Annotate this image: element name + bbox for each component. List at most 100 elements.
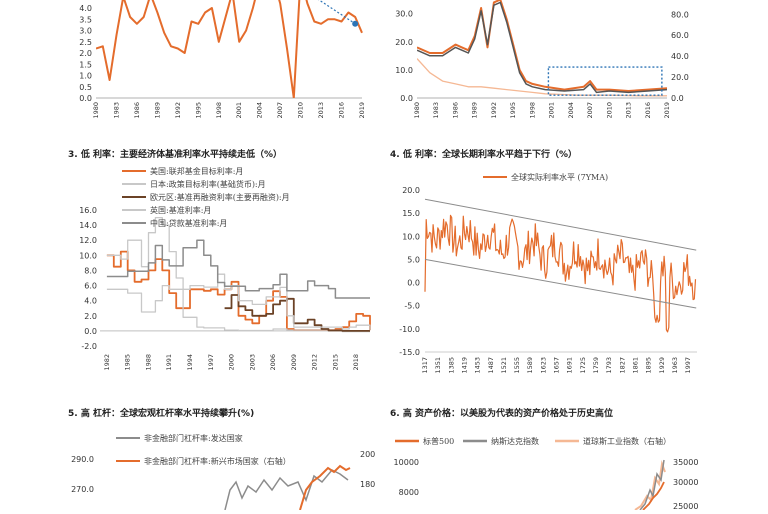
chart-2-xtick-5: 1995 <box>509 102 517 119</box>
chart-5-ytick-0: 290.0 <box>71 455 94 464</box>
chart-3-xtick-10: 2012 <box>311 354 319 371</box>
chart-1-ytick-1: 0.5 <box>79 83 92 92</box>
chart-3-xtick-0: 1982 <box>103 354 111 371</box>
chart-4-ytick-7: 20.0 <box>402 186 420 195</box>
chart-3-xtick-9: 2009 <box>290 354 298 371</box>
chart-4-ytick-3: 0.0 <box>407 279 420 288</box>
chart-1-xtick-7: 2001 <box>235 102 243 119</box>
chart-4-xtick-8: 1589 <box>526 357 534 374</box>
chart-3-ytick-8: 14.0 <box>79 221 97 230</box>
chart-2-series-line-0 <box>417 0 667 92</box>
chart-4-ytick-5: 10.0 <box>402 232 420 241</box>
chart-1-xtick-5: 1995 <box>194 102 202 119</box>
chart-1-xtick-10: 2010 <box>297 102 305 119</box>
chart-4-lower-bound-line <box>424 258 697 309</box>
chart-3-title: 3. 低 利率：主要经济体基准利率水平持续走低（%） <box>68 150 282 160</box>
chart-4: -15.0 -10.0 -5.0 0.0 5.0 10.0 15.0 20.0 1317 1351… <box>399 172 697 374</box>
chart-6-y2tick-2: 25000 <box>673 502 698 510</box>
chart-2-series-line-1 <box>417 1 667 94</box>
chart-3-xtick-6: 2000 <box>228 354 236 371</box>
chart-4-series-line <box>424 214 697 333</box>
chart-6-legend-label-2: 道琼斯工业指数（右轴） <box>583 436 671 446</box>
chart-1-ytick-0: 0.0 <box>79 94 92 103</box>
chart-4-upper-bound-line <box>424 198 697 251</box>
chart-4-xtick-16: 1861 <box>631 357 639 374</box>
chart-3-ytick-2: 2.0 <box>84 312 97 321</box>
chart-3-series-line-2 <box>224 294 370 332</box>
chart-3-ytick-9: 16.0 <box>79 206 97 215</box>
chart-1-xtick-3: 1989 <box>153 102 161 119</box>
chart-3-legend-label-1: 日本:政策目标利率(基础货币):月 <box>150 179 266 189</box>
chart-5-series-line-0 <box>224 469 349 511</box>
chart-3-ytick-4: 6.0 <box>84 282 97 291</box>
chart-2-xtick-0: 1980 <box>413 102 421 119</box>
chart-4-xtick-19: 1963 <box>671 357 679 374</box>
chart-6-ytick-1: 8000 <box>399 488 419 497</box>
chart-1-xtick-6: 1998 <box>215 102 223 119</box>
chart-4-xtick-10: 1657 <box>553 357 561 374</box>
chart-1-xtick-1: 1983 <box>112 102 120 119</box>
chart-1-series-line <box>96 0 363 98</box>
chart-3-xtick-12: 2018 <box>352 354 360 371</box>
chart-2-xtick-3: 1989 <box>471 102 479 119</box>
chart-3-xtick-4: 1994 <box>186 354 194 371</box>
chart-2-ytick-0: 0.0 <box>400 94 413 103</box>
chart-4-xtick-17: 1895 <box>645 357 653 374</box>
chart-6-legend-label-0: 标普500 <box>423 436 454 446</box>
chart-4-ytick-4: 5.0 <box>407 255 420 264</box>
chart-1-xtick-8: 2004 <box>256 102 264 119</box>
panel-5: 290.0 270.0 200 180 非金融部门杠杆率:发达国家 非金融部门杠杆率:新兴… <box>70 420 380 511</box>
chart-6-legend-label-1: 纳斯达克指数 <box>491 436 539 446</box>
chart-1-xtick-12: 2016 <box>338 102 346 119</box>
chart-5-y2tick-1: 180 <box>360 480 375 489</box>
chart-1-xtick-11: 2013 <box>317 102 325 119</box>
chart-6-series-line-2 <box>634 460 666 511</box>
chart-4-xtick-14: 1793 <box>605 357 613 374</box>
chart-2-xtick-2: 1986 <box>451 102 459 119</box>
chart-3-legend-label-2: 欧元区:基准再融资利率(主要再融资):月 <box>150 192 290 202</box>
chart-5: 290.0 270.0 200 180 非金融部门杠杆率:发达国家非金融部门杠杆率:新兴… <box>71 433 375 511</box>
chart-4-xtick-5: 1487 <box>487 357 495 374</box>
chart-3-ytick-7: 12.0 <box>79 236 97 245</box>
chart-4-xtick-1: 1351 <box>434 357 442 374</box>
chart-2-y2tick-3: 60.0 <box>671 31 689 40</box>
chart-4-xtick-4: 1453 <box>474 357 482 374</box>
chart-4-ytick-1: -10.0 <box>399 325 420 334</box>
chart-4-ytick-2: -5.0 <box>404 302 420 311</box>
chart-3-legend-label-4: 中国:贷款基准利率:月 <box>150 218 227 228</box>
chart-1-ytick-8: 4.0 <box>79 4 92 13</box>
chart-3-ytick-5: 8.0 <box>84 266 97 275</box>
chart-4-xtick-2: 1385 <box>447 357 455 374</box>
panel-6: 10000 8000 35000 30000 25000 标普500 纳斯达克指数 道琼斯工业… <box>385 420 705 511</box>
chart-3-xtick-5: 1997 <box>207 354 215 371</box>
chart-2-xtick-9: 2007 <box>586 102 594 119</box>
chart-2-y2tick-2: 40.0 <box>671 52 689 61</box>
chart-2-ytick-1: 10.0 <box>395 66 413 75</box>
chart-2-y2tick-0: 0.0 <box>671 94 684 103</box>
chart-4-ytick-0: -15.0 <box>399 348 420 357</box>
chart-6-y2tick-0: 35000 <box>673 458 698 467</box>
chart-1-ytick-5: 2.5 <box>79 38 92 47</box>
chart-2-xtick-1: 1983 <box>432 102 440 119</box>
chart-5-title: 5. 高 杠杆：全球宏观杠杆率水平持续攀升(%) <box>68 409 255 419</box>
chart-3-xtick-11: 2015 <box>331 354 339 371</box>
chart-5-series-line-1 <box>299 464 351 511</box>
chart-3-xtick-2: 1988 <box>144 354 152 371</box>
chart-3-ytick-1: 0.0 <box>84 327 97 336</box>
chart-3-xtick-7: 2003 <box>248 354 256 371</box>
chart-4-xtick-9: 1623 <box>539 357 547 374</box>
panel-1: 0.0 0.5 1.0 1.5 2.0 2.5 3.0 3.5 4.0 1980 1983 1986 1… <box>70 0 380 130</box>
chart-3-xtick-3: 1991 <box>165 354 173 371</box>
chart-6-ytick-0: 10000 <box>394 458 419 467</box>
chart-4-xtick-11: 1691 <box>566 357 574 374</box>
panel-3: -2.0 0.0 2.0 4.0 6.0 8.0 10.0 12.0 14.0 16.0 1982 1… <box>70 160 380 380</box>
chart-3: -2.0 0.0 2.0 4.0 6.0 8.0 10.0 12.0 14.0 16.0 1982 1… <box>79 166 371 371</box>
chart-2-xtick-10: 2010 <box>605 102 613 119</box>
chart-4-title: 4. 低 利率：全球长期利率水平趋于下行（%） <box>390 150 577 160</box>
chart-2-xtick-11: 2013 <box>625 102 633 119</box>
chart-1-xtick-2: 1986 <box>133 102 141 119</box>
chart-2-xtick-4: 1992 <box>490 102 498 119</box>
chart-2-xtick-6: 1998 <box>528 102 536 119</box>
panel-4: -15.0 -10.0 -5.0 0.0 5.0 10.0 15.0 20.0 1317 1351… <box>385 160 705 380</box>
chart-3-series-line-4 <box>106 239 370 299</box>
